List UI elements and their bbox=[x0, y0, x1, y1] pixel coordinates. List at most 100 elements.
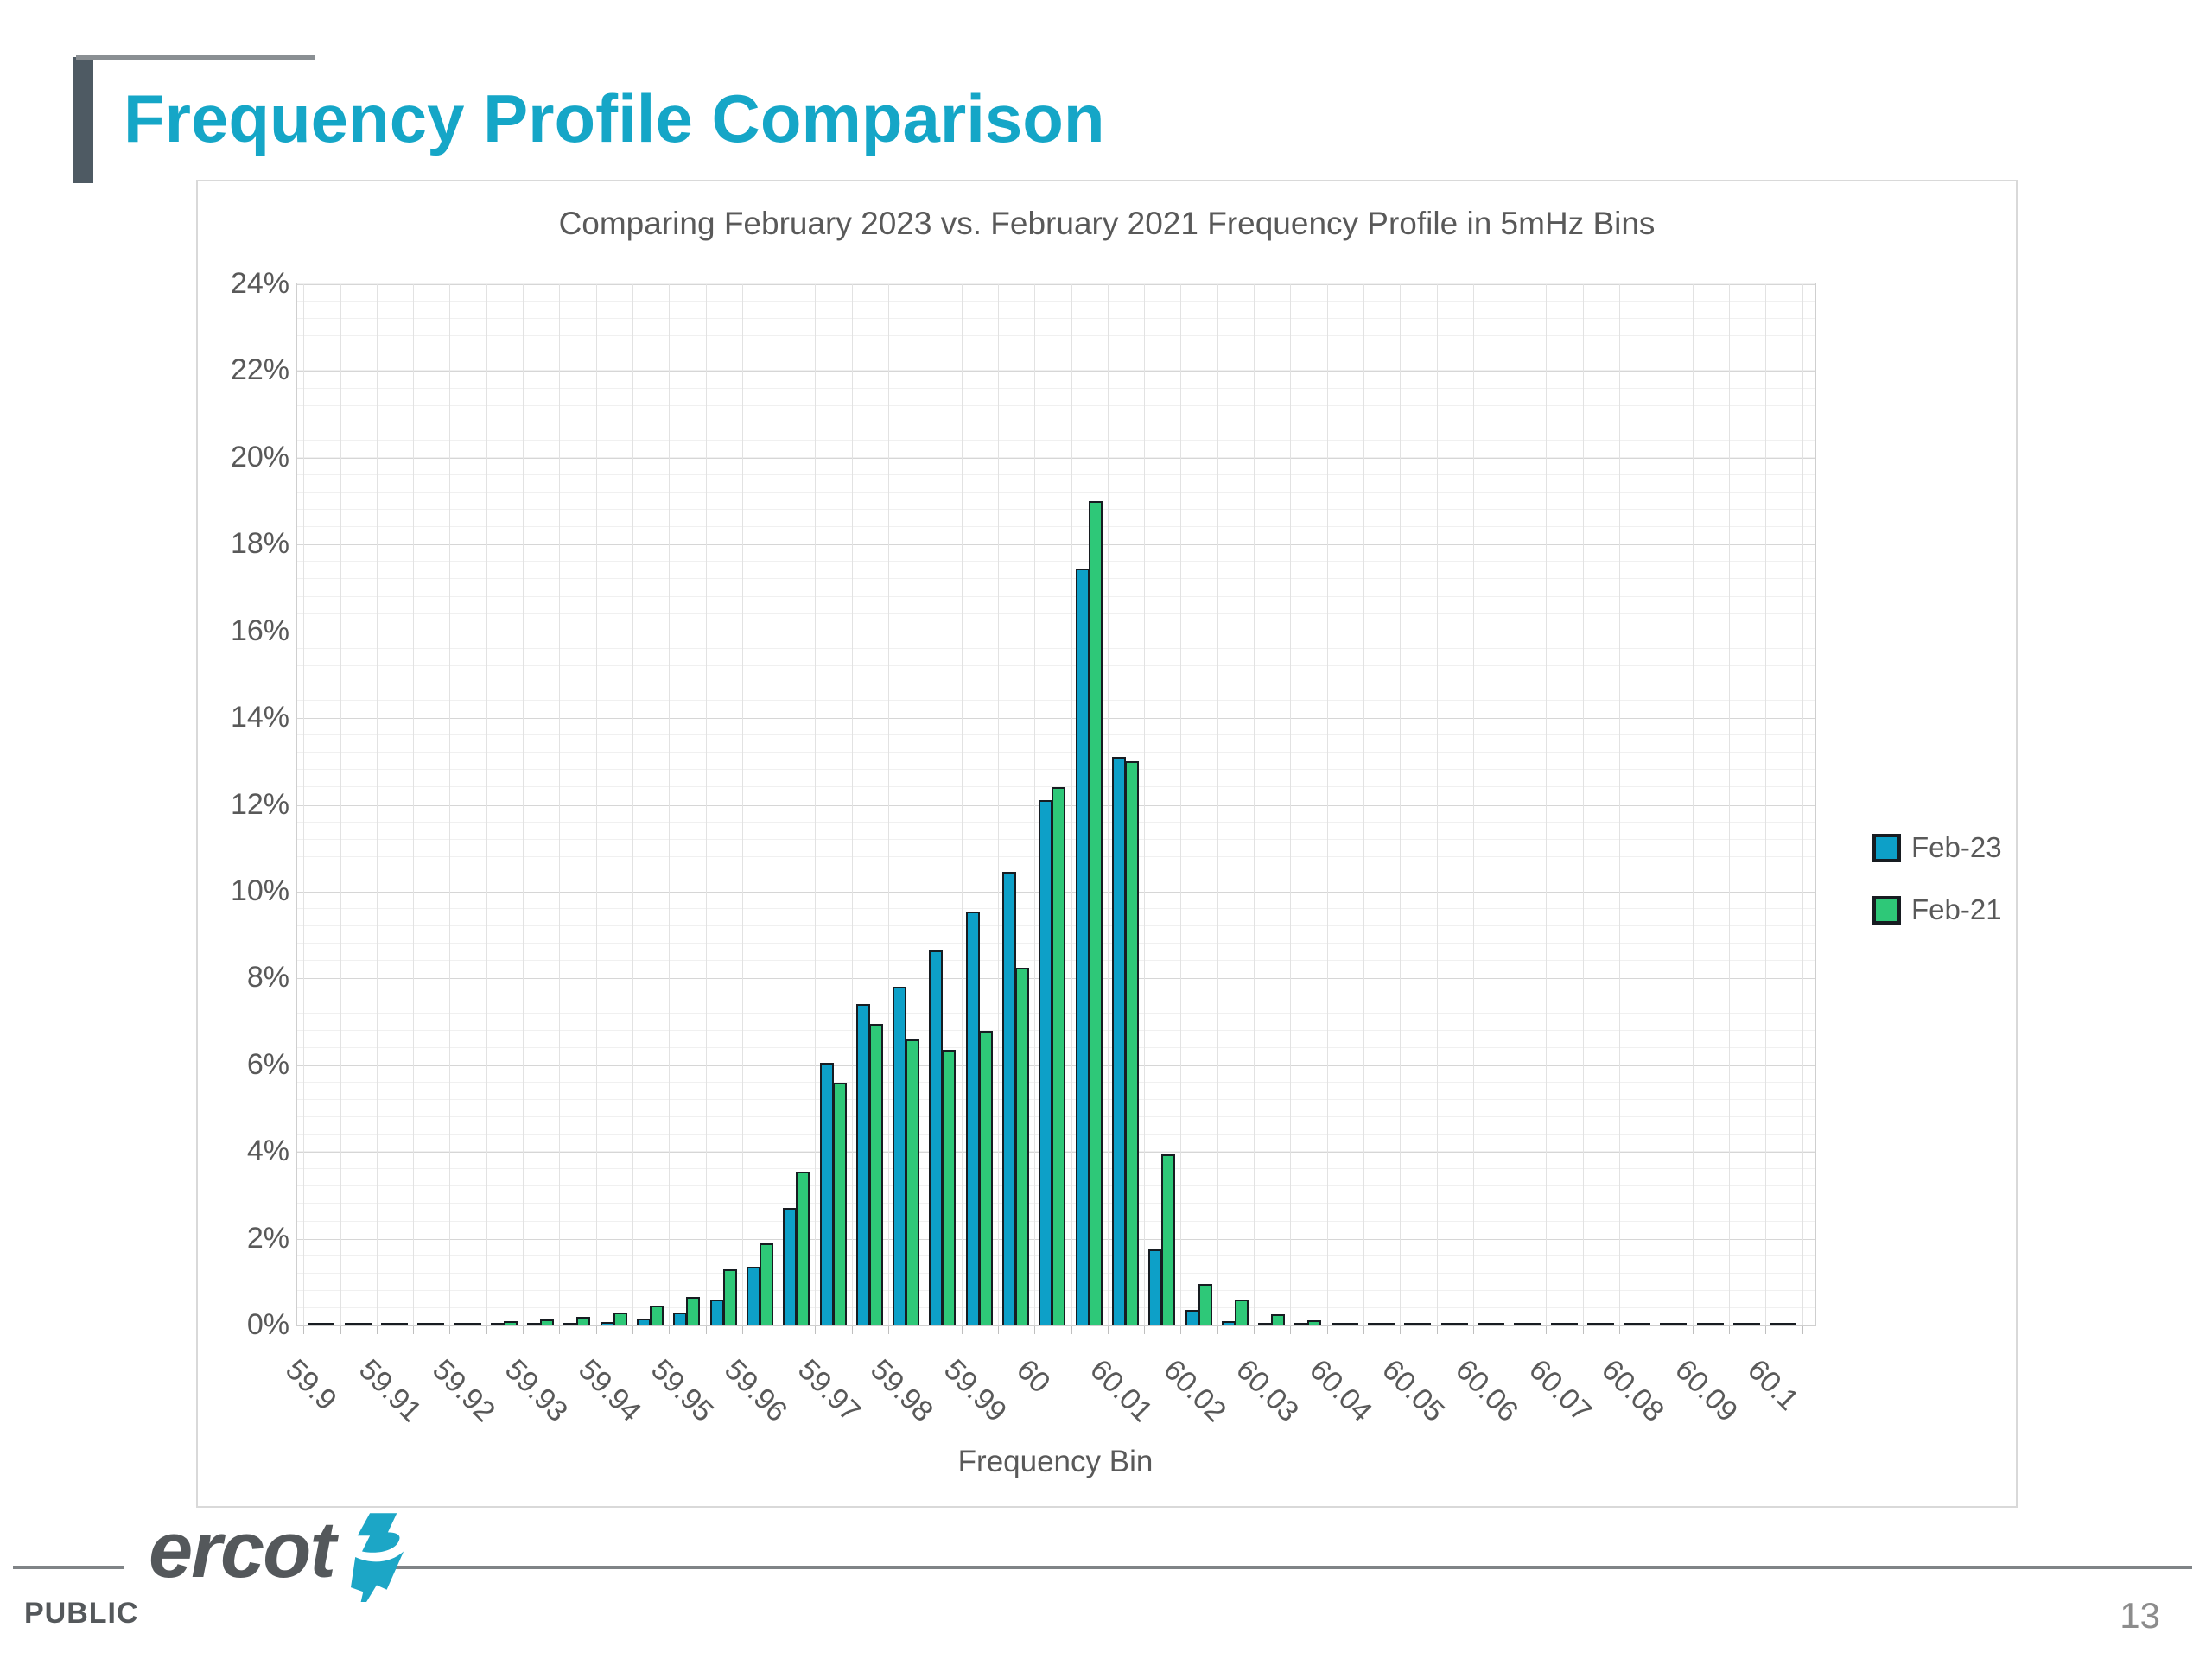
x-axis-tick bbox=[559, 1326, 561, 1334]
feb23-bar bbox=[1770, 1323, 1784, 1325]
feb21-bar bbox=[1783, 1323, 1797, 1325]
x-axis-tick bbox=[1619, 1326, 1620, 1334]
minor-gridline bbox=[297, 752, 1815, 753]
minor-gridline bbox=[297, 526, 1815, 528]
feb21-bar bbox=[1490, 1323, 1504, 1325]
vertical-gridline bbox=[961, 284, 963, 1325]
x-axis-title: Frequency Bin bbox=[957, 1445, 1154, 1478]
feb23-bar bbox=[819, 1063, 834, 1325]
vertical-gridline bbox=[1254, 284, 1255, 1325]
feb23-bar bbox=[417, 1323, 432, 1325]
feb23-bar bbox=[308, 1323, 322, 1325]
x-axis-tick bbox=[340, 1326, 341, 1334]
minor-gridline bbox=[297, 769, 1815, 771]
x-axis-tick bbox=[1472, 1326, 1474, 1334]
feb23-bar bbox=[1039, 800, 1053, 1325]
vertical-gridline bbox=[413, 284, 415, 1325]
major-gridline bbox=[297, 718, 1815, 720]
minor-gridline bbox=[297, 335, 1815, 337]
feb21-bar bbox=[1453, 1323, 1468, 1325]
ercot-logo: ercot bbox=[149, 1506, 407, 1617]
feb21-bar bbox=[722, 1268, 737, 1325]
minor-gridline bbox=[297, 387, 1815, 389]
minor-gridline bbox=[297, 301, 1815, 302]
x-axis-tick bbox=[1254, 1326, 1255, 1334]
footer-divider-right bbox=[393, 1566, 2192, 1569]
vertical-gridline bbox=[1692, 284, 1694, 1325]
ercot-wordmark: ercot bbox=[149, 1506, 336, 1594]
feb21-bar bbox=[686, 1297, 701, 1325]
vertical-gridline bbox=[1472, 284, 1474, 1325]
feb21-bar bbox=[1198, 1284, 1212, 1325]
x-axis-tick bbox=[486, 1326, 487, 1334]
x-axis-tick bbox=[413, 1326, 415, 1334]
minor-gridline bbox=[297, 647, 1815, 649]
feb23-bar bbox=[1368, 1323, 1382, 1325]
y-axis-label: 24% bbox=[230, 267, 289, 300]
vertical-gridline bbox=[1144, 284, 1146, 1325]
x-axis-tick bbox=[1326, 1326, 1328, 1334]
vertical-gridline bbox=[340, 284, 341, 1325]
legend-label-feb21: Feb-21 bbox=[1911, 893, 2002, 925]
y-axis-label: 2% bbox=[246, 1221, 289, 1255]
slide-title: Frequency Profile Comparison bbox=[124, 80, 1105, 156]
minor-gridline bbox=[297, 786, 1815, 788]
feb21-bar bbox=[1673, 1323, 1688, 1325]
title-accent-line bbox=[76, 55, 315, 60]
y-axis-label: 22% bbox=[230, 353, 289, 387]
x-axis-tick bbox=[595, 1326, 597, 1334]
feb23-bar bbox=[637, 1319, 652, 1325]
feb23-bar bbox=[1294, 1323, 1309, 1325]
vertical-gridline bbox=[1071, 284, 1072, 1325]
minor-gridline bbox=[297, 404, 1815, 406]
vertical-gridline bbox=[486, 284, 487, 1325]
feb23-bar bbox=[1002, 872, 1017, 1325]
feb23-swatch-icon bbox=[1872, 833, 1901, 862]
feb23-bar bbox=[1477, 1323, 1491, 1325]
minor-gridline bbox=[297, 283, 1815, 284]
feb21-bar bbox=[650, 1306, 664, 1325]
feb21-bar bbox=[1709, 1323, 1724, 1325]
minor-gridline bbox=[297, 700, 1815, 701]
feb23-bar bbox=[600, 1321, 614, 1325]
x-axis-tick bbox=[1144, 1326, 1146, 1334]
feb21-bar bbox=[1124, 761, 1139, 1325]
feb23-bar bbox=[1258, 1323, 1273, 1325]
x-axis-tick bbox=[741, 1326, 743, 1334]
feb23-bar bbox=[1331, 1323, 1345, 1325]
feb21-bar bbox=[796, 1171, 810, 1325]
x-axis-tick bbox=[997, 1326, 999, 1334]
minor-gridline bbox=[297, 613, 1815, 614]
vertical-gridline bbox=[595, 284, 597, 1325]
x-axis-tick bbox=[1400, 1326, 1402, 1334]
feb23-bar bbox=[673, 1312, 688, 1325]
feb21-bar bbox=[759, 1243, 773, 1325]
feb21-bar bbox=[1015, 967, 1030, 1325]
feb21-bar bbox=[1344, 1323, 1358, 1325]
x-axis-tick bbox=[705, 1326, 707, 1334]
feb21-bar bbox=[467, 1323, 481, 1325]
minor-gridline bbox=[297, 595, 1815, 597]
feb21-bar bbox=[832, 1082, 847, 1325]
x-axis-tick bbox=[449, 1326, 451, 1334]
vertical-gridline bbox=[1582, 284, 1584, 1325]
x-axis-tick bbox=[1290, 1326, 1292, 1334]
vertical-gridline bbox=[1765, 284, 1767, 1325]
x-axis-tick bbox=[632, 1326, 633, 1334]
x-axis-tick bbox=[1582, 1326, 1584, 1334]
feb23-bar bbox=[454, 1323, 468, 1325]
feb23-bar bbox=[1440, 1323, 1455, 1325]
vertical-gridline bbox=[1619, 284, 1620, 1325]
minor-gridline bbox=[297, 734, 1815, 736]
minor-gridline bbox=[297, 474, 1815, 475]
vertical-gridline bbox=[376, 284, 378, 1325]
x-axis-tick bbox=[1436, 1326, 1438, 1334]
vertical-gridline bbox=[1802, 284, 1803, 1325]
minor-gridline bbox=[297, 509, 1815, 511]
x-axis-tick bbox=[669, 1326, 671, 1334]
x-axis-tick bbox=[1180, 1326, 1182, 1334]
feb21-bar bbox=[978, 1030, 993, 1325]
x-axis-tick bbox=[1217, 1326, 1218, 1334]
minor-gridline bbox=[297, 561, 1815, 563]
vertical-gridline bbox=[851, 284, 853, 1325]
